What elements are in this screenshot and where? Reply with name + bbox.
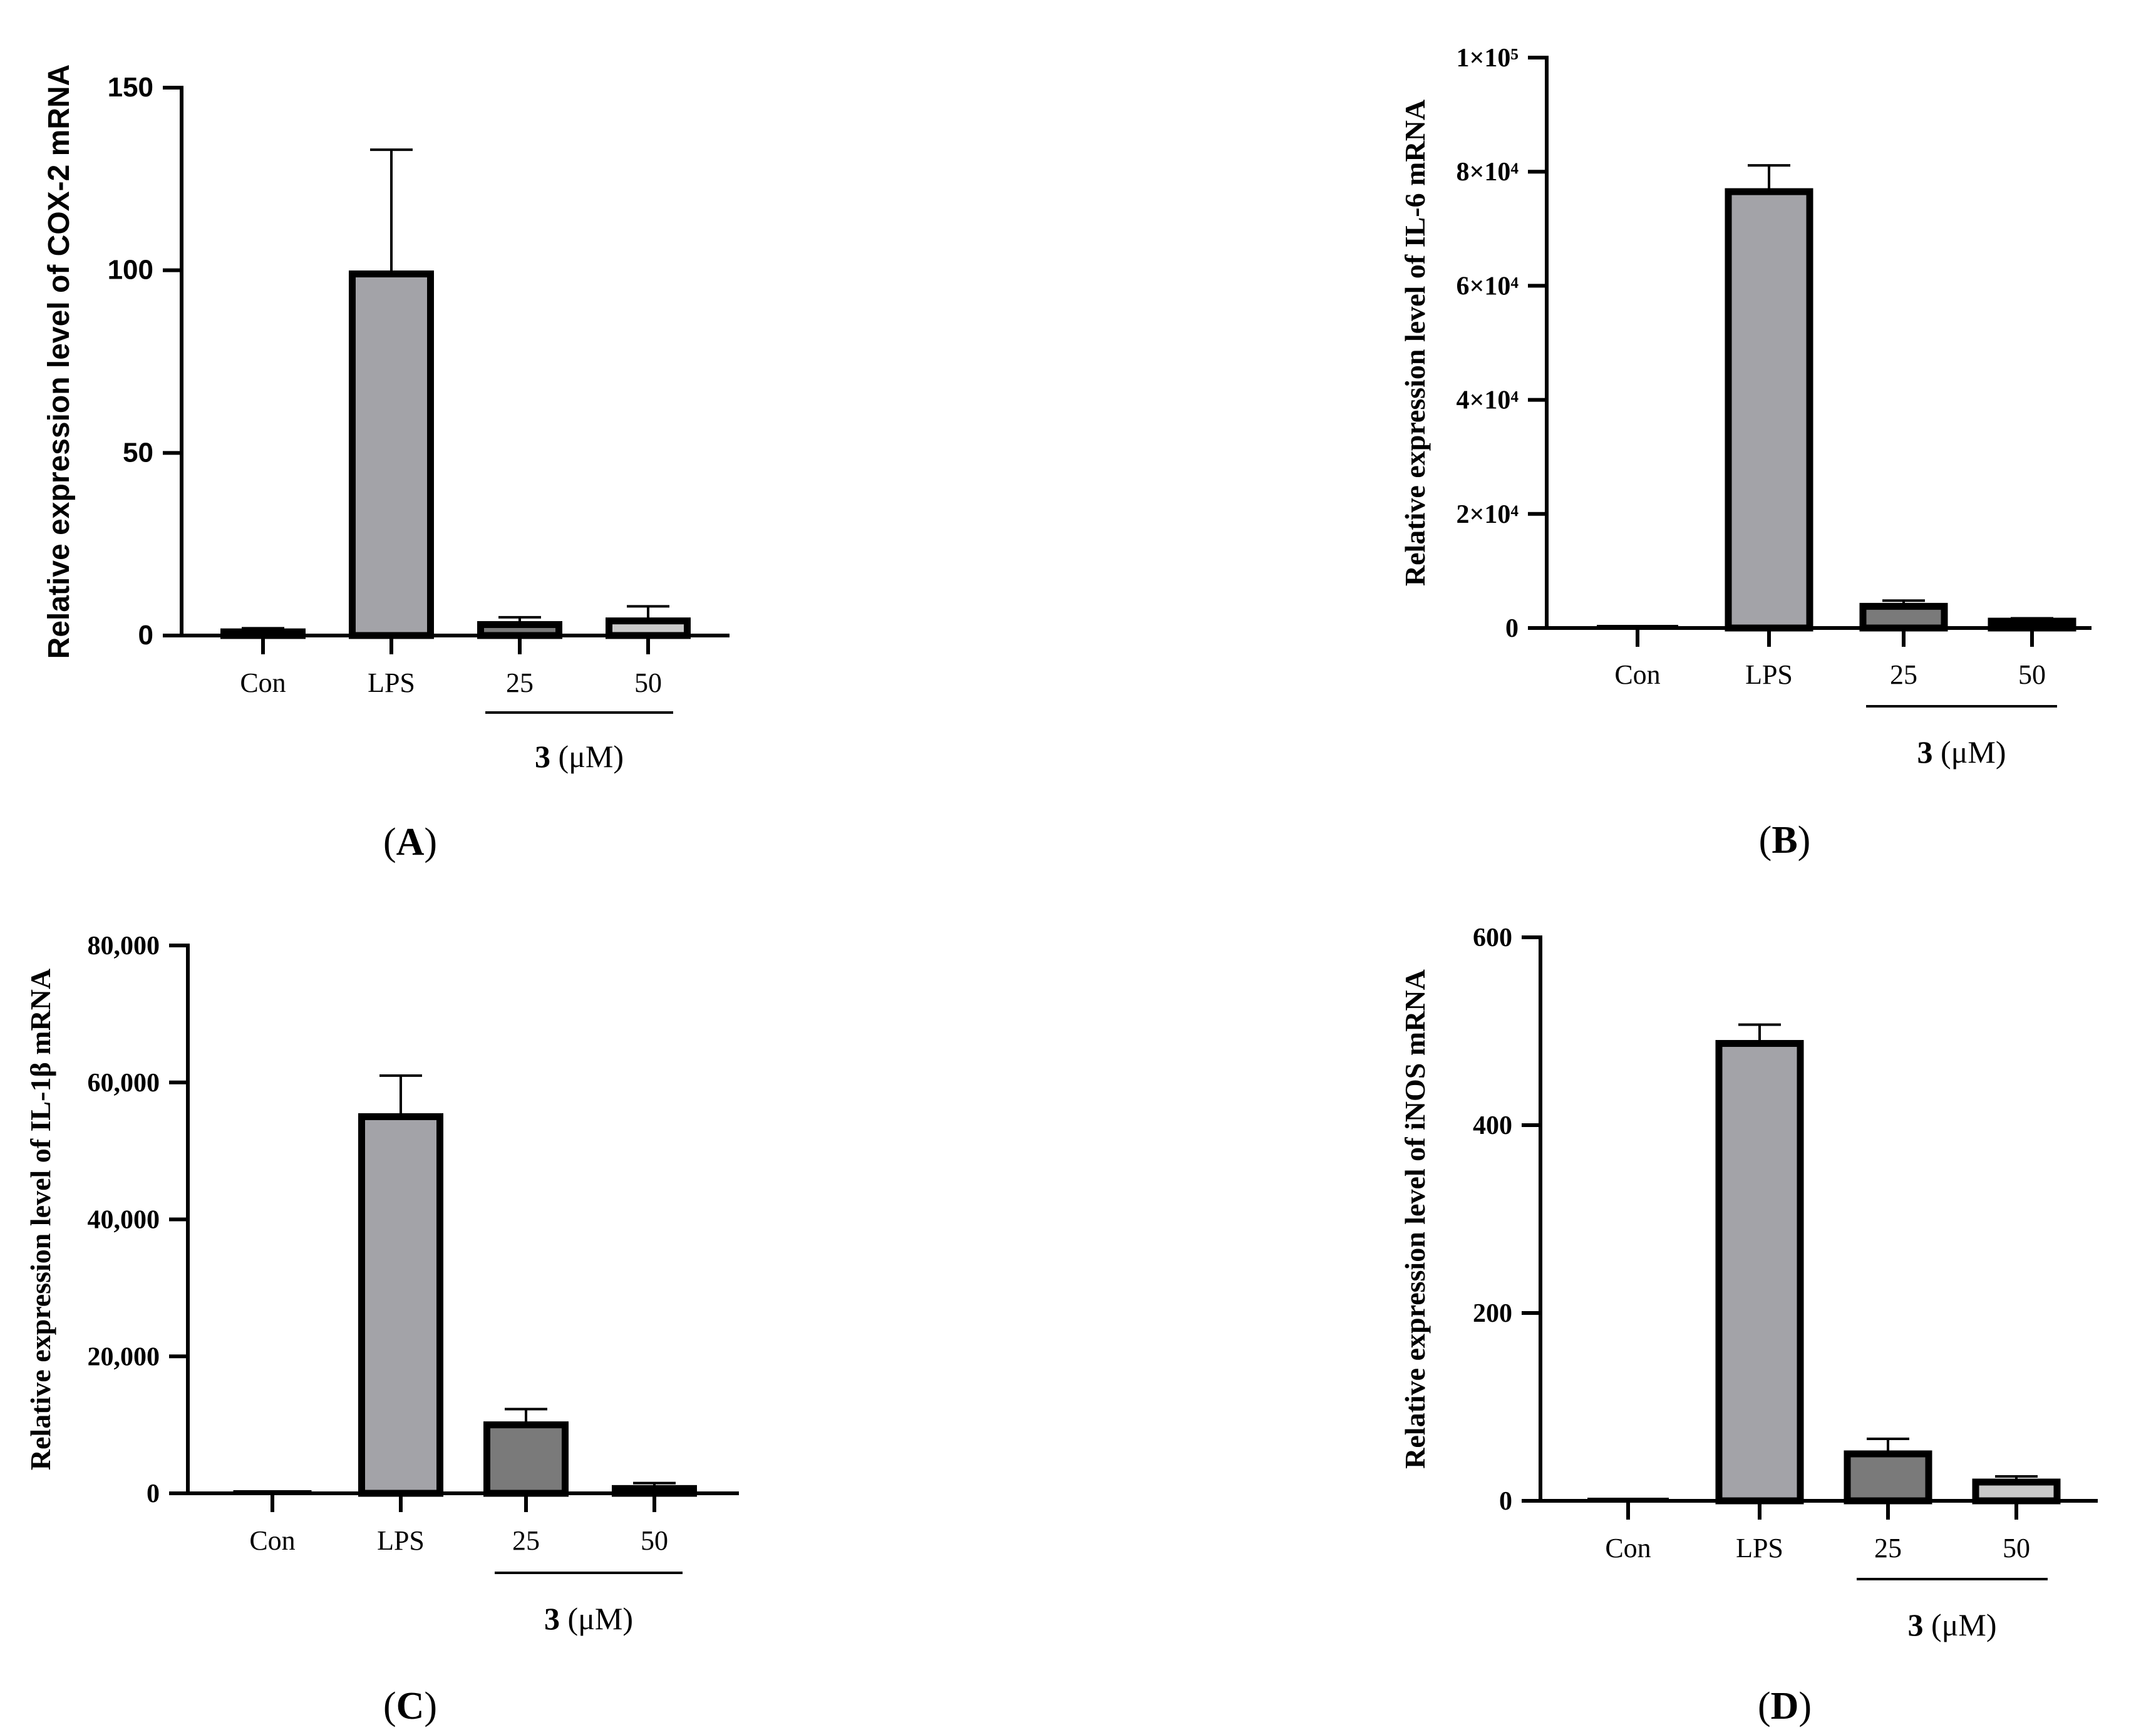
panel-label-letter: B — [1772, 819, 1797, 862]
group-label: 3 (μM) — [544, 1601, 633, 1636]
panel-label-paren-open: ( — [1758, 1685, 1771, 1727]
x-tick-label-con: Con — [240, 667, 286, 698]
panel-label-paren-close: ) — [1798, 1685, 1812, 1727]
x-tick-label-con: Con — [249, 1525, 295, 1556]
y-tick-label: 1×10⁵ — [1456, 44, 1519, 73]
panel-label-paren-close: ) — [424, 821, 437, 863]
x-tick-label-con: Con — [1605, 1533, 1651, 1563]
bar-25 — [1844, 1450, 1932, 1505]
x-tick-label-25: 25 — [506, 667, 534, 698]
group-label-unit: (μM) — [1923, 1607, 1996, 1642]
panel-label-letter: C — [396, 1685, 425, 1727]
panel-label: (C) — [383, 1685, 437, 1727]
y-tick-label: 0 — [1505, 614, 1519, 643]
panel-label-paren-close: ) — [1798, 819, 1811, 862]
panel-label: (A) — [383, 821, 437, 863]
y-tick-label: 50 — [123, 437, 153, 468]
panel-label-paren-open: ( — [383, 1685, 396, 1727]
panel-a: 0 50 100 150 Con LPS 25 50 3 (μM) Relative expres… — [43, 64, 730, 863]
x-tick-label-25: 25 — [1890, 659, 1917, 690]
y-axis-label: Relative expression level of IL-1β mRNA — [24, 969, 56, 1470]
x-tick-label-lps: LPS — [377, 1525, 425, 1556]
y-tick-label: 600 — [1473, 924, 1512, 952]
group-label-unit: (μM) — [550, 739, 624, 774]
y-tick-label: 0 — [138, 620, 153, 651]
y-axis-label: Relative expression level of COX-2 mRNA — [43, 64, 76, 659]
group-label: 3 (μM) — [535, 739, 624, 774]
group-label-compound: 3 — [1917, 734, 1932, 770]
panel-label: (B) — [1759, 819, 1811, 862]
y-tick-label: 0 — [147, 1480, 160, 1508]
panel-label-letter: A — [396, 821, 425, 863]
bar-lps — [349, 270, 434, 639]
x-tick-label-25: 25 — [512, 1525, 540, 1556]
x-tick-label-lps: LPS — [1745, 659, 1793, 690]
bar-25 — [1859, 602, 1948, 632]
bar-lps — [1725, 188, 1813, 632]
y-tick-label: 60,000 — [88, 1069, 160, 1098]
panel-c: 0 20,000 40,000 60,000 80,000 Con LPS 25 50 3 (μM… — [24, 932, 739, 1727]
x-tick-label-lps: LPS — [368, 667, 415, 698]
y-tick-label: 80,000 — [88, 932, 160, 960]
group-label-compound: 3 — [544, 1601, 560, 1636]
panel-label-letter: D — [1771, 1685, 1799, 1727]
y-tick-label: 20,000 — [88, 1342, 160, 1371]
bar-25 — [483, 1421, 569, 1497]
bar-50 — [1972, 1478, 2061, 1505]
x-tick-label-con: Con — [1614, 659, 1660, 690]
y-tick-label: 0 — [1499, 1487, 1512, 1516]
x-tick-label-50: 50 — [634, 667, 662, 698]
panel-label-paren-open: ( — [1759, 819, 1772, 862]
group-label-unit: (μM) — [560, 1601, 633, 1636]
bar-50 — [606, 617, 691, 639]
x-tick-label-50: 50 — [2003, 1533, 2030, 1563]
panel-d: 0 200 400 600 Con LPS 25 50 3 (μM) Relative expre… — [1399, 924, 2098, 1727]
panel-label: (D) — [1758, 1685, 1812, 1727]
y-tick-label: 150 — [108, 72, 153, 103]
y-axis-label: Relative expression level of IL-6 mRNA — [1399, 100, 1431, 586]
y-tick-label: 40,000 — [88, 1206, 160, 1235]
group-label: 3 (μM) — [1917, 734, 2006, 770]
group-label-unit: (μM) — [1932, 734, 2006, 770]
bar-lps — [358, 1113, 443, 1497]
panel-label-paren-open: ( — [383, 821, 396, 863]
y-tick-label: 8×10⁴ — [1456, 158, 1519, 187]
x-tick-label-lps: LPS — [1736, 1533, 1783, 1563]
group-label-compound: 3 — [1907, 1607, 1923, 1642]
group-label-compound: 3 — [535, 739, 550, 774]
bar-lps — [1715, 1040, 1804, 1505]
panel-b: 0 2×10⁴ 4×10⁴ 6×10⁴ 8×10⁴ 1×10⁵ Con LPS 25 50 3 (μ… — [1399, 44, 2092, 862]
group-label: 3 (μM) — [1907, 1607, 1996, 1642]
x-tick-label-50: 50 — [641, 1525, 668, 1556]
y-tick-label: 200 — [1473, 1299, 1512, 1328]
x-tick-label-25: 25 — [1874, 1533, 1902, 1563]
y-tick-label: 100 — [108, 255, 153, 286]
y-tick-label: 4×10⁴ — [1456, 386, 1519, 415]
y-tick-label: 400 — [1473, 1111, 1512, 1140]
x-tick-label-50: 50 — [2018, 659, 2046, 690]
y-axis-label: Relative expression level of iNOS mRNA — [1399, 969, 1431, 1469]
y-tick-label: 2×10⁴ — [1456, 500, 1519, 529]
y-tick-label: 6×10⁴ — [1456, 272, 1519, 301]
panel-label-paren-close: ) — [424, 1685, 437, 1727]
